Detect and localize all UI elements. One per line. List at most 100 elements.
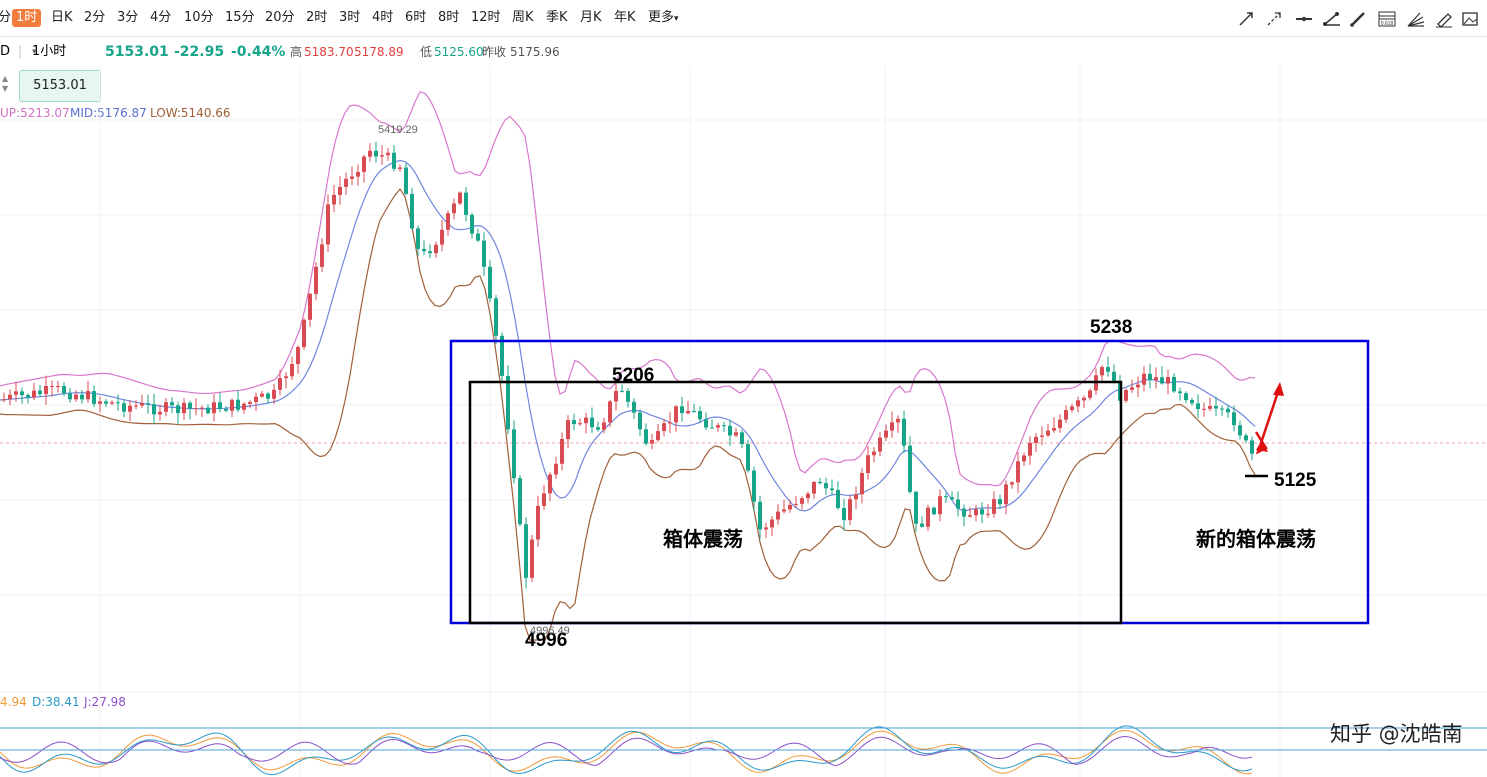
candle-body bbox=[56, 386, 60, 387]
candle-body bbox=[464, 192, 468, 215]
candle-body bbox=[476, 233, 480, 241]
candle-body bbox=[356, 171, 360, 177]
timeframe-3m-tab[interactable]: 3分 bbox=[117, 10, 139, 25]
candle-body bbox=[788, 504, 792, 510]
candle-body bbox=[1070, 406, 1074, 411]
boll-mid-value: MID:5176.87 bbox=[70, 106, 147, 120]
candle-body bbox=[620, 390, 624, 392]
candle-body bbox=[572, 420, 576, 425]
timeframe-weekly-tab[interactable]: 周K bbox=[512, 10, 534, 25]
candle-body bbox=[176, 405, 180, 414]
horizontal-line-icon[interactable] bbox=[1296, 16, 1312, 22]
candle-body bbox=[320, 244, 324, 267]
timeframe-monthly-tab[interactable]: 月K bbox=[580, 10, 602, 25]
watermark: 知乎 @沈皓南 bbox=[1330, 722, 1463, 746]
fan-icon[interactable] bbox=[1407, 12, 1425, 27]
candle-body bbox=[842, 508, 846, 521]
candle-body bbox=[872, 451, 876, 456]
candle-body bbox=[290, 364, 294, 377]
candle-body bbox=[542, 493, 546, 506]
kdj-j-value: J:27.98 bbox=[84, 695, 126, 709]
candle-body bbox=[230, 399, 234, 411]
candle-body bbox=[800, 498, 804, 504]
timeframe-12h-tab[interactable]: 12时 bbox=[471, 10, 501, 25]
candle-body bbox=[1040, 435, 1044, 437]
candle-body bbox=[512, 429, 516, 479]
candle-body bbox=[1088, 390, 1092, 398]
fibonacci-icon[interactable]: 0.618 bbox=[1378, 11, 1396, 27]
candle-body bbox=[200, 407, 204, 409]
brush-icon[interactable] bbox=[1436, 13, 1452, 28]
candle-body bbox=[260, 393, 264, 397]
candle-body bbox=[374, 150, 378, 157]
candle-body bbox=[914, 491, 918, 524]
kdj-panel bbox=[0, 725, 1253, 776]
candle-body bbox=[86, 391, 90, 400]
timeframe-6h-tab[interactable]: 6时 bbox=[405, 10, 427, 25]
timeframe-yearly-tab[interactable]: 年K bbox=[614, 10, 636, 25]
candle-body bbox=[746, 444, 750, 471]
candle-body bbox=[152, 404, 156, 415]
candle-body bbox=[584, 417, 588, 424]
symbol-partial: D bbox=[0, 44, 11, 59]
candle-body bbox=[314, 266, 318, 294]
timeframe-15m-tab[interactable]: 15分 bbox=[225, 10, 255, 25]
candle-body bbox=[518, 478, 522, 525]
candle-body bbox=[494, 298, 498, 336]
timeframe-4m-tab[interactable]: 4分 bbox=[150, 10, 172, 25]
timeframe-4h-tab[interactable]: 4时 bbox=[372, 10, 394, 25]
timeframe-20m-tab[interactable]: 20分 bbox=[265, 10, 295, 25]
boll-up-line bbox=[0, 91, 1256, 487]
candles bbox=[2, 141, 1254, 589]
candle-body bbox=[1214, 406, 1218, 409]
timeframe-1h-tab[interactable]: 1时 bbox=[12, 9, 42, 27]
candle-body bbox=[524, 524, 528, 578]
candle-body bbox=[1208, 406, 1212, 409]
timeframe-2h-tab[interactable]: 2时 bbox=[306, 10, 328, 25]
candle-body bbox=[1220, 408, 1224, 410]
image-icon[interactable] bbox=[1462, 12, 1478, 26]
trend-line-icon[interactable] bbox=[1239, 12, 1253, 26]
candle-body bbox=[428, 251, 432, 254]
candle-body bbox=[74, 394, 78, 400]
candle-body bbox=[674, 406, 678, 423]
candle-body bbox=[62, 386, 66, 394]
boll-low-line bbox=[0, 188, 1256, 641]
candle-body bbox=[38, 390, 42, 395]
candle-body bbox=[758, 501, 762, 530]
candle-body bbox=[686, 411, 690, 414]
timeframe-10m-tab[interactable]: 10分 bbox=[184, 10, 214, 25]
candle-body bbox=[170, 402, 174, 406]
candle-body bbox=[734, 432, 738, 436]
candle-body bbox=[146, 403, 150, 405]
candle-body bbox=[722, 425, 726, 427]
candle-body bbox=[896, 418, 900, 423]
current-price-tag: 5153.01 bbox=[19, 70, 101, 102]
candle-body bbox=[26, 395, 30, 398]
candle-body bbox=[212, 402, 216, 414]
candle-body bbox=[884, 430, 888, 438]
candle-body bbox=[824, 483, 828, 489]
timeframe-more-menu[interactable]: 更多▾ bbox=[648, 9, 679, 28]
timeframe-quarterly-tab[interactable]: 季K bbox=[546, 10, 568, 25]
candle-body bbox=[1142, 373, 1146, 385]
new-box-text: 新的箱体震荡 bbox=[1196, 527, 1316, 551]
ray-icon[interactable] bbox=[1267, 12, 1281, 26]
candle-body bbox=[2, 399, 6, 401]
timeframe-2m-tab[interactable]: 2分 bbox=[84, 10, 106, 25]
candle-body bbox=[20, 391, 24, 396]
segment-icon[interactable] bbox=[1323, 12, 1340, 26]
candle-body bbox=[1238, 425, 1242, 436]
scroll-arrows[interactable]: ▲ ▼ bbox=[2, 74, 9, 93]
timeframe-8h-tab[interactable]: 8时 bbox=[438, 10, 460, 25]
timeframe-daily-tab[interactable]: 日K bbox=[51, 10, 73, 25]
timeframe-3h-tab[interactable]: 3时 bbox=[339, 10, 361, 25]
prev-close-label: 昨收 bbox=[482, 45, 507, 59]
candle-body bbox=[728, 425, 732, 436]
candle-body bbox=[284, 376, 288, 379]
box-text: 箱体震荡 bbox=[663, 527, 743, 551]
pen-icon[interactable] bbox=[1350, 12, 1365, 27]
candle-body bbox=[1160, 377, 1164, 384]
candle-body bbox=[296, 347, 300, 364]
timeframe-partial[interactable]: 分 bbox=[0, 10, 12, 25]
